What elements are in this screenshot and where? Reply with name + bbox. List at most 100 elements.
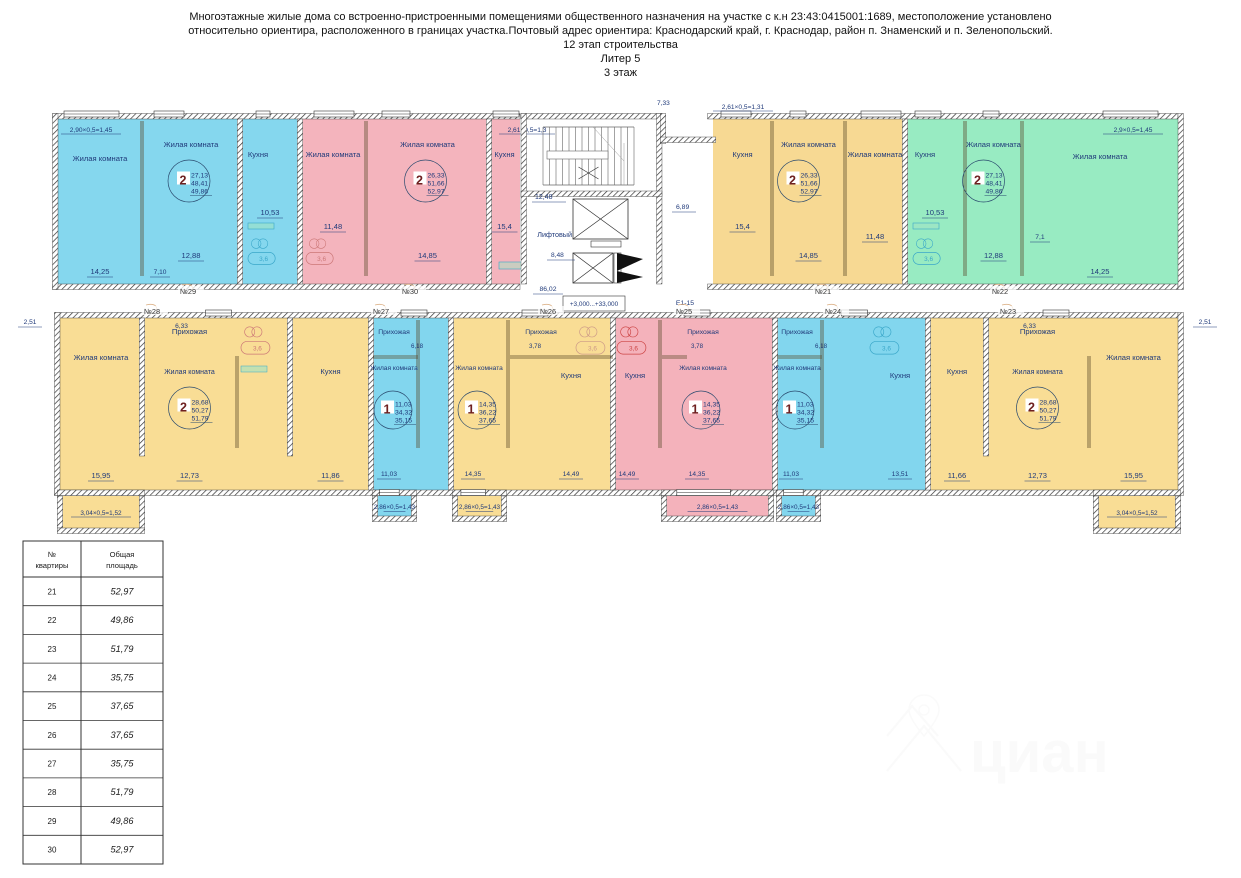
svg-text:25: 25 <box>48 702 57 711</box>
svg-text:2: 2 <box>180 400 187 414</box>
svg-text:14,85: 14,85 <box>799 251 818 260</box>
svg-text:2,86×0,5=1,43: 2,86×0,5=1,43 <box>459 504 501 511</box>
svg-text:49,86: 49,86 <box>111 816 135 826</box>
svg-text:циан: циан <box>970 720 1109 785</box>
svg-text:23: 23 <box>48 645 57 654</box>
svg-text:2,86×0,5=1,43: 2,86×0,5=1,43 <box>697 504 739 511</box>
svg-text:51,79: 51,79 <box>111 787 134 797</box>
svg-text:6,89: 6,89 <box>676 204 689 211</box>
svg-text:12,48: 12,48 <box>535 194 553 201</box>
svg-text:34,32: 34,32 <box>797 410 814 417</box>
svg-text:35,75: 35,75 <box>111 759 135 769</box>
svg-text:7,1: 7,1 <box>1035 234 1045 241</box>
svg-text:27,13: 27,13 <box>986 173 1003 180</box>
svg-text:6,33: 6,33 <box>1023 323 1036 330</box>
svg-text:6,18: 6,18 <box>815 343 828 350</box>
svg-text:№23: №23 <box>1000 307 1016 316</box>
svg-text:№27: №27 <box>373 307 389 316</box>
svg-text:Жилая комната: Жилая комната <box>781 140 837 149</box>
svg-text:28,68: 28,68 <box>1040 400 1057 407</box>
svg-text:10,53: 10,53 <box>260 208 279 217</box>
svg-text:14,49: 14,49 <box>619 471 636 478</box>
svg-text:50,27: 50,27 <box>192 408 209 415</box>
svg-text:15,95: 15,95 <box>91 471 110 480</box>
svg-text:11,86: 11,86 <box>321 471 339 480</box>
svg-text:№21: №21 <box>815 287 831 296</box>
svg-text:3,6: 3,6 <box>629 345 638 352</box>
svg-text:24: 24 <box>48 674 57 683</box>
svg-text:14,49: 14,49 <box>563 471 580 478</box>
svg-text:37,65: 37,65 <box>703 418 720 425</box>
svg-text:1: 1 <box>468 402 475 416</box>
svg-text:3,6: 3,6 <box>588 345 597 352</box>
svg-text:Кухня: Кухня <box>494 150 514 159</box>
svg-text:14,35: 14,35 <box>465 471 482 478</box>
svg-text:3,6: 3,6 <box>317 256 326 263</box>
svg-text:2,9×0,5=1,45: 2,9×0,5=1,45 <box>1114 127 1153 134</box>
svg-text:Жилая комната: Жилая комната <box>306 150 362 159</box>
svg-text:14,25: 14,25 <box>90 267 109 276</box>
svg-text:Жилая комната: Жилая комната <box>73 154 129 163</box>
svg-text:52,97: 52,97 <box>111 586 135 596</box>
svg-text:2,61×0,5=1,3: 2,61×0,5=1,3 <box>508 127 547 134</box>
svg-text:30: 30 <box>48 846 57 855</box>
svg-text:3,04×0,5=1,52: 3,04×0,5=1,52 <box>80 510 122 517</box>
svg-text:3,6: 3,6 <box>259 256 268 263</box>
svg-text:28: 28 <box>48 788 57 797</box>
svg-text:3,6: 3,6 <box>882 345 891 352</box>
svg-text:+3,000...+33,000: +3,000...+33,000 <box>570 301 619 308</box>
svg-text:35,15: 35,15 <box>797 418 814 425</box>
svg-text:площадь: площадь <box>106 561 138 570</box>
svg-text:51,66: 51,66 <box>428 181 445 188</box>
svg-text:Жилая комната: Жилая комната <box>400 140 456 149</box>
svg-text:51,79: 51,79 <box>111 644 134 654</box>
svg-text:2: 2 <box>180 173 187 187</box>
svg-text:Кухня: Кухня <box>248 150 268 159</box>
svg-text:2: 2 <box>416 173 423 187</box>
svg-text:6,33: 6,33 <box>175 323 188 330</box>
svg-text:49,86: 49,86 <box>191 189 208 196</box>
svg-text:Прихожая: Прихожая <box>687 329 719 336</box>
svg-text:квартиры: квартиры <box>36 561 69 570</box>
svg-text:7,10: 7,10 <box>154 269 167 276</box>
svg-text:7,33: 7,33 <box>657 100 670 107</box>
svg-text:2,61×0,5=1,31: 2,61×0,5=1,31 <box>722 104 765 111</box>
svg-text:Е1-15: Е1-15 <box>676 300 694 307</box>
svg-text:36,22: 36,22 <box>703 410 720 417</box>
svg-text:1: 1 <box>786 402 793 416</box>
svg-text:2: 2 <box>1028 400 1035 414</box>
svg-text:37,65: 37,65 <box>111 730 135 740</box>
svg-text:Жилая комната: Жилая комната <box>164 369 215 376</box>
svg-text:36,22: 36,22 <box>479 410 496 417</box>
svg-text:11,66: 11,66 <box>948 471 966 480</box>
svg-text:11,48: 11,48 <box>324 222 342 231</box>
svg-text:11,48: 11,48 <box>866 232 884 241</box>
svg-text:12,88: 12,88 <box>181 251 200 260</box>
svg-text:№26: №26 <box>540 307 556 316</box>
svg-text:Общая: Общая <box>110 550 135 559</box>
svg-text:14,25: 14,25 <box>1090 267 1109 276</box>
svg-text:Кухня: Кухня <box>890 371 910 380</box>
svg-text:13,51: 13,51 <box>892 471 909 478</box>
svg-text:50,27: 50,27 <box>1040 408 1057 415</box>
svg-text:№24: №24 <box>825 307 841 316</box>
svg-text:Жилая комната: Жилая комната <box>164 140 220 149</box>
svg-text:2,51: 2,51 <box>1199 319 1212 326</box>
svg-text:2: 2 <box>974 173 981 187</box>
svg-text:Жилая комната: Жилая комната <box>966 140 1022 149</box>
svg-text:Жилая комната: Жилая комната <box>848 150 904 159</box>
svg-text:35,15: 35,15 <box>395 418 412 425</box>
svg-text:14,35: 14,35 <box>689 471 706 478</box>
svg-text:3,04×0,5=1,52: 3,04×0,5=1,52 <box>1116 510 1158 517</box>
svg-text:Кухня: Кухня <box>915 150 935 159</box>
svg-text:37,65: 37,65 <box>479 418 496 425</box>
svg-text:6,18: 6,18 <box>411 343 424 350</box>
svg-text:Жилая комната: Жилая комната <box>679 365 727 372</box>
svg-text:№22: №22 <box>992 287 1008 296</box>
svg-text:49,86: 49,86 <box>986 189 1003 196</box>
svg-text:11,03: 11,03 <box>797 402 814 409</box>
svg-text:3,78: 3,78 <box>529 343 542 350</box>
svg-text:1: 1 <box>384 402 391 416</box>
svg-text:2,90×0,5=1,45: 2,90×0,5=1,45 <box>70 127 113 134</box>
svg-text:2: 2 <box>789 173 796 187</box>
